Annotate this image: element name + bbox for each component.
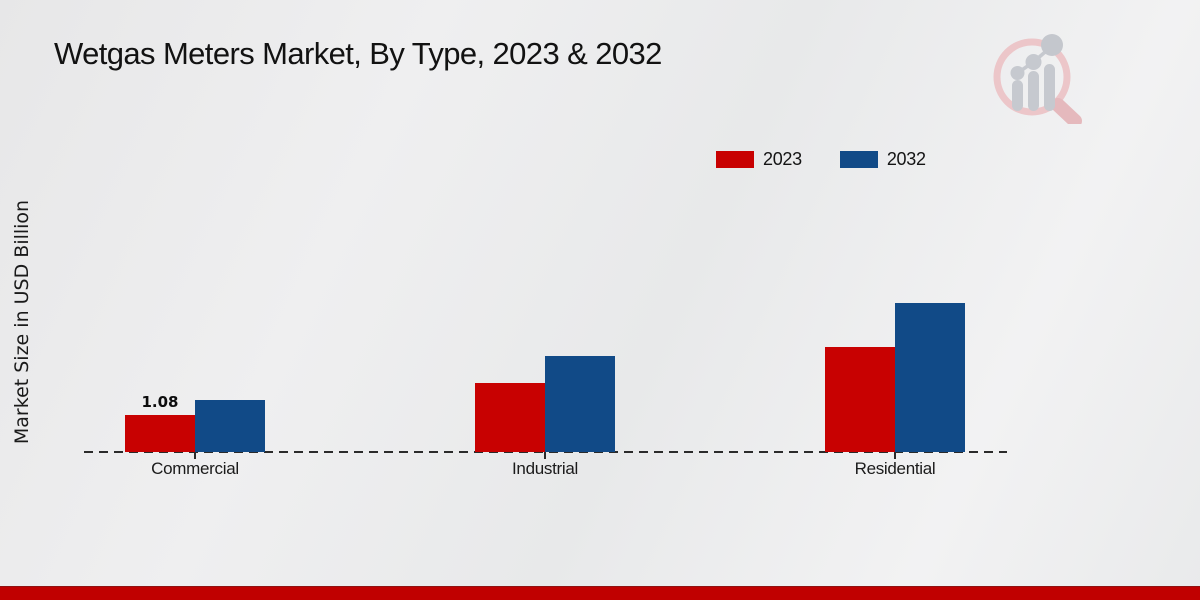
- logo-dot-icon: [1010, 66, 1025, 80]
- bar-2023-industrial: [475, 383, 545, 452]
- bar-2032-residential: [895, 303, 965, 452]
- x-axis-tick: [894, 452, 896, 459]
- magnifier-handle-icon: [1051, 98, 1082, 124]
- bar-value-label: 1.08: [141, 393, 179, 411]
- bar-2023-residential: [825, 347, 895, 452]
- legend-label-2032: 2032: [886, 149, 926, 169]
- bar-2023-commercial: [125, 415, 195, 452]
- legend-label-2023: 2023: [763, 149, 802, 169]
- legend-item-2032: 2032: [839, 149, 926, 170]
- brand-watermark-logo: [993, 34, 1082, 124]
- bar-2032-commercial: [195, 400, 265, 452]
- logo-bar-icon: [1028, 71, 1039, 111]
- logo-dot-icon: [1025, 54, 1042, 70]
- legend: 2023 2032: [716, 149, 926, 170]
- x-category-label: Industrial: [512, 459, 578, 478]
- legend-swatch-2023: [716, 151, 754, 168]
- x-axis-tick: [544, 452, 546, 459]
- x-axis-tick: [194, 452, 196, 459]
- legend-swatch-2032: [839, 151, 878, 168]
- legend-item-2023: 2023: [716, 149, 802, 170]
- footer-stripe: [0, 586, 1200, 600]
- logo-bar-icon: [1044, 64, 1055, 111]
- x-category-label: Commercial: [151, 459, 239, 478]
- chart-title: Wetgas Meters Market, By Type, 2023 & 20…: [54, 36, 662, 71]
- x-category-label: Residential: [854, 459, 936, 478]
- bar-2032-industrial: [545, 356, 615, 452]
- logo-dot-icon: [1041, 34, 1063, 56]
- magnifier-ring-icon: [993, 38, 1071, 116]
- logo-bar-icon: [1012, 80, 1023, 111]
